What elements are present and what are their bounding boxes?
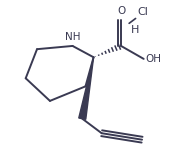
Text: OH: OH <box>145 54 161 64</box>
Polygon shape <box>79 57 94 119</box>
Text: H: H <box>131 25 139 35</box>
Text: NH: NH <box>65 32 80 42</box>
Text: O: O <box>117 6 125 16</box>
Text: Cl: Cl <box>137 7 148 17</box>
